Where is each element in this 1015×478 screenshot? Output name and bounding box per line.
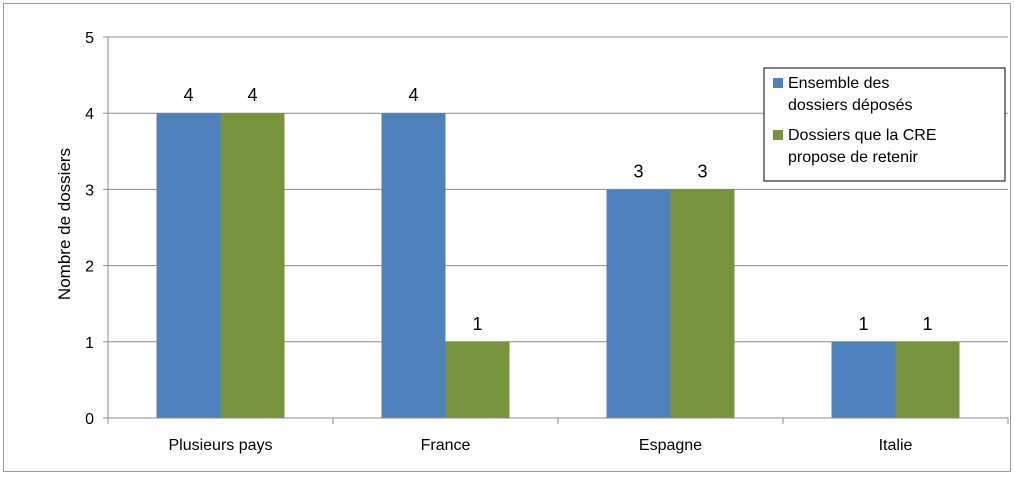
bars xyxy=(156,113,960,418)
bar xyxy=(156,113,221,418)
data-label: 4 xyxy=(183,85,193,105)
legend-entry: Ensemble des dossiers déposés xyxy=(788,75,913,114)
legend-entry: Dossiers que la CRE propose de retenir xyxy=(788,127,937,166)
y-tick-label: 0 xyxy=(85,411,94,428)
legend-swatch xyxy=(773,78,783,88)
x-tick-label: Plusieurs pays xyxy=(168,437,272,454)
x-tick-label: France xyxy=(421,437,471,454)
data-label: 3 xyxy=(633,161,643,181)
data-labels: 4 4 4 1 3 3 1 1 xyxy=(183,85,932,334)
data-label: 1 xyxy=(922,314,932,334)
legend-swatch xyxy=(773,130,783,140)
bar xyxy=(606,189,671,418)
x-tick-label: Espagne xyxy=(639,437,702,454)
data-label: 1 xyxy=(858,314,868,334)
legend: Ensemble des dossiers déposés Dossiers que… xyxy=(763,67,1006,182)
bar xyxy=(831,341,896,418)
data-label: 4 xyxy=(408,85,418,105)
y-axis-title: Nombre de dossiers xyxy=(55,148,74,300)
y-tick-label: 5 xyxy=(85,30,94,47)
legend-box xyxy=(763,67,1006,182)
axes: 0 1 2 3 4 5 Plusieurs pays France Espagne Italie xyxy=(85,30,1009,454)
y-tick-label: 4 xyxy=(85,106,94,123)
chart-frame: 0 1 2 3 4 5 Plusieurs pays France Espagne Italie … xyxy=(3,3,1011,472)
data-label: 4 xyxy=(247,85,257,105)
bar xyxy=(381,113,446,418)
bar xyxy=(670,189,735,418)
data-label: 1 xyxy=(472,314,482,334)
bar xyxy=(445,341,510,418)
y-tick-label: 1 xyxy=(85,335,94,352)
x-tick-label: Italie xyxy=(879,437,913,454)
y-tick-label: 2 xyxy=(85,259,94,276)
data-label: 3 xyxy=(697,161,707,181)
bar xyxy=(895,341,960,418)
bar xyxy=(220,113,285,418)
y-tick-label: 3 xyxy=(85,182,94,199)
